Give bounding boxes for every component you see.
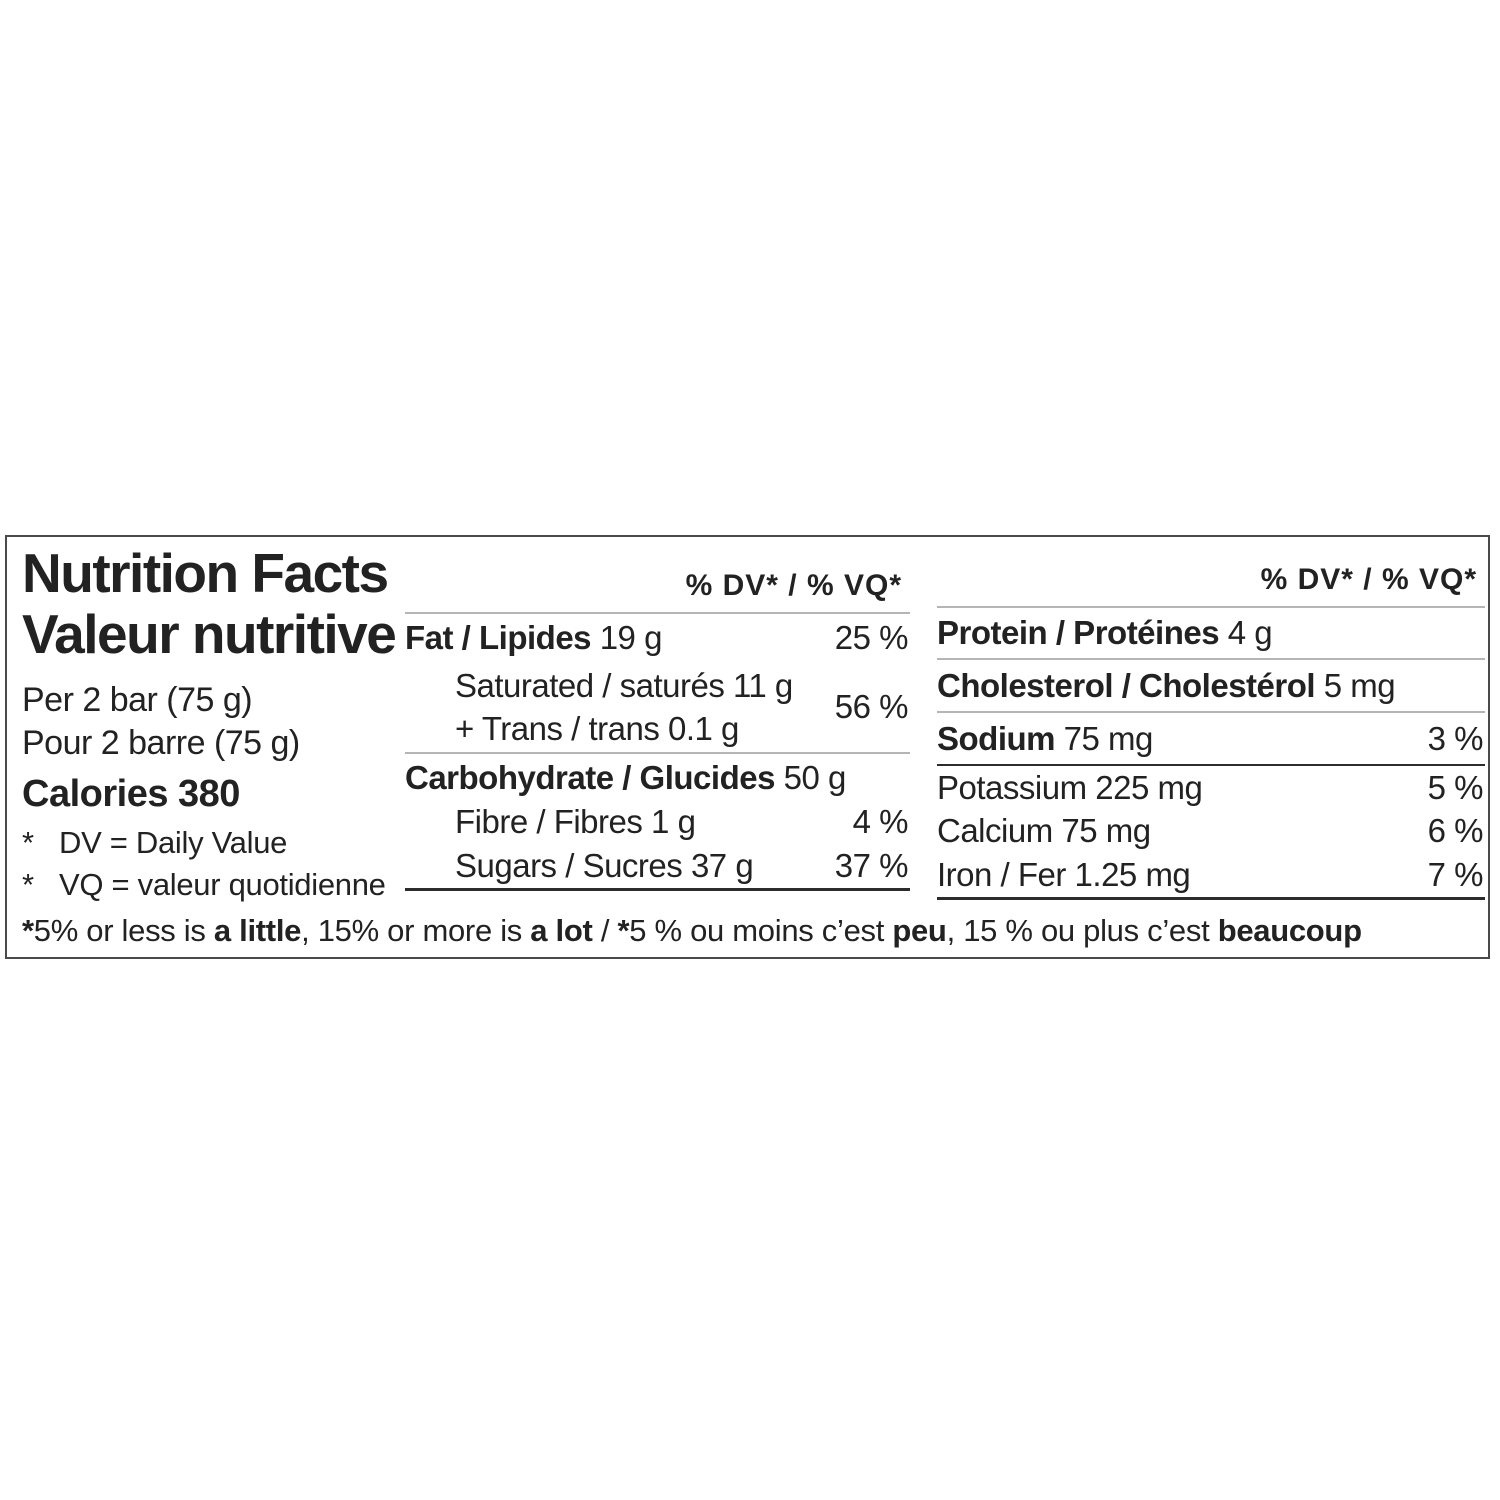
footnote-asterisk: * bbox=[617, 913, 630, 948]
potassium-percent: 5 % bbox=[1427, 769, 1484, 807]
calories-line: Calories 380 bbox=[22, 773, 240, 815]
percent-dv-header-2: % DV* / % VQ* bbox=[1260, 563, 1477, 597]
calcium-row: Calcium 75 mg 6 % bbox=[937, 810, 1485, 852]
nutrients-column-protein-minerals: % DV* / % VQ* Protein / Protéines 4 g Ch… bbox=[937, 537, 1485, 901]
asterisk-mark: * bbox=[22, 825, 34, 860]
thin-rule bbox=[937, 606, 1485, 608]
percent-dv-header-1: % DV* / % VQ* bbox=[685, 569, 902, 602]
saturated-trans-lines: Saturated / saturés 11 g + Trans / trans… bbox=[405, 664, 793, 750]
thin-rule bbox=[405, 752, 910, 754]
asterisk-mark: * bbox=[22, 867, 34, 902]
protein-row: Protein / Protéines 4 g bbox=[937, 608, 1485, 658]
sugars-label: Sugars / Sucres 37 g bbox=[455, 847, 754, 884]
saturated-line: Saturated / saturés 11 g bbox=[455, 667, 793, 704]
thick-rule bbox=[937, 897, 1485, 901]
dv-definitions: * DV = Daily Value * VQ = valeur quotidien… bbox=[22, 822, 405, 906]
thin-rule bbox=[937, 710, 1485, 713]
iron-row: Iron / Fer 1.25 mg 7 % bbox=[937, 852, 1485, 897]
thin-rule bbox=[937, 657, 1485, 660]
calcium-percent: 6 % bbox=[1427, 812, 1484, 850]
serving-size-en: Per 2 bar (75 g) bbox=[22, 681, 253, 719]
sodium-label: Sodium 75 mg bbox=[937, 719, 1153, 757]
cholesterol-label: Cholesterol / Cholestérol 5 mg bbox=[937, 666, 1396, 704]
calcium-label: Calcium 75 mg bbox=[937, 812, 1151, 850]
carbohydrate-row: Carbohydrate / Glucides 50 g bbox=[405, 754, 910, 801]
label-columns: Nutrition Facts Valeur nutritive Per 2 b… bbox=[7, 537, 1488, 903]
footnote-asterisk: * bbox=[22, 913, 34, 948]
carbohydrate-label: Carbohydrate / Glucides 50 g bbox=[405, 759, 846, 796]
fat-row: Fat / Lipides 19 g 25 % bbox=[405, 614, 910, 662]
title-fr: Valeur nutritive bbox=[22, 603, 397, 665]
dv-definition-en: * DV = Daily Value bbox=[22, 822, 405, 864]
sodium-percent: 3 % bbox=[1427, 719, 1484, 757]
protein-label: Protein / Protéines 4 g bbox=[937, 613, 1273, 651]
footnote: *5% or less is a little, 15% or more is … bbox=[22, 913, 1362, 948]
thick-rule bbox=[937, 763, 1485, 767]
serving-size-fr: Pour 2 barre (75 g) bbox=[22, 724, 300, 762]
iron-label: Iron / Fer 1.25 mg bbox=[937, 856, 1191, 894]
thin-rule bbox=[405, 612, 910, 614]
fat-percent: 25 % bbox=[834, 619, 909, 656]
fibre-row: Fibre / Fibres 1 g 4 % bbox=[405, 801, 910, 843]
nutrition-facts-label: Nutrition Facts Valeur nutritive Per 2 b… bbox=[5, 535, 1490, 959]
nutrients-column-fat-carb: % DV* / % VQ* Fat / Lipides 19 g 25 % Sa… bbox=[405, 537, 910, 900]
sugars-percent: 37 % bbox=[834, 847, 909, 884]
title-en: Nutrition Facts bbox=[22, 542, 389, 604]
sodium-row: Sodium 75 mg 3 % bbox=[937, 713, 1485, 764]
saturated-percent: 56 % bbox=[834, 688, 909, 725]
potassium-label: Potassium 225 mg bbox=[937, 769, 1203, 807]
dv-definition-en-text: DV = Daily Value bbox=[59, 825, 288, 860]
potassium-row: Potassium 225 mg 5 % bbox=[937, 766, 1485, 810]
fat-label: Fat / Lipides 19 g bbox=[405, 619, 662, 656]
dv-definition-fr-text: VQ = valeur quotidienne bbox=[59, 867, 386, 902]
thick-rule bbox=[405, 888, 910, 891]
cholesterol-row: Cholesterol / Cholestérol 5 mg bbox=[937, 660, 1485, 711]
fibre-percent: 4 % bbox=[852, 803, 909, 840]
sugars-row: Sugars / Sucres 37 g 37 % bbox=[405, 843, 910, 888]
saturated-trans-row: Saturated / saturés 11 g + Trans / trans… bbox=[405, 662, 910, 752]
dv-definition-fr: * VQ = valeur quotidienne bbox=[22, 864, 405, 906]
identity-column: Nutrition Facts Valeur nutritive Per 2 b… bbox=[7, 537, 405, 903]
fibre-label: Fibre / Fibres 1 g bbox=[455, 803, 696, 840]
trans-line: + Trans / trans 0.1 g bbox=[455, 710, 739, 747]
iron-percent: 7 % bbox=[1427, 856, 1484, 894]
column-gap bbox=[910, 537, 937, 900]
